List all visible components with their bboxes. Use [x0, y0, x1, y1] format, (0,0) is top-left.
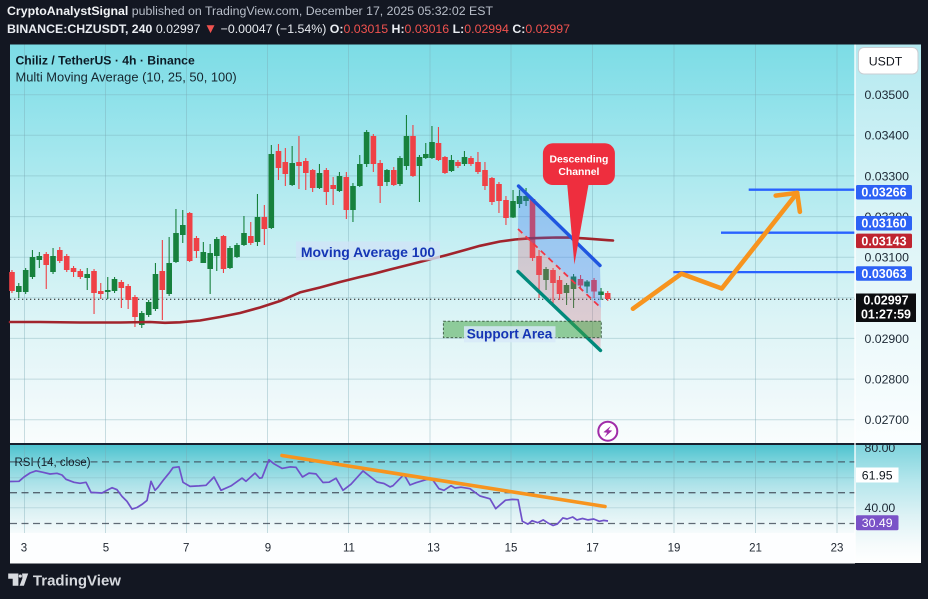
svg-text:CryptoAnalystSignal published: CryptoAnalystSignal published on Trading… [7, 4, 493, 18]
svg-text:0.03266: 0.03266 [861, 186, 906, 200]
svg-text:Descending: Descending [549, 154, 608, 165]
svg-text:0.02800: 0.02800 [865, 373, 910, 387]
svg-text:BINANCE:CHZUSDT, 240 0.02997 ▼: BINANCE:CHZUSDT, 240 0.02997 ▼ −0.00047 … [7, 21, 570, 36]
svg-text:15: 15 [505, 543, 518, 555]
svg-text:0.03100: 0.03100 [865, 251, 910, 265]
svg-text:USDT: USDT [869, 54, 903, 68]
svg-text:17: 17 [586, 543, 599, 555]
svg-text:13: 13 [427, 543, 440, 555]
svg-text:0.02997: 0.02997 [863, 294, 908, 308]
svg-text:0.03300: 0.03300 [865, 169, 910, 183]
svg-text:30.49: 30.49 [862, 516, 893, 530]
svg-text:Chiliz / TetherUS · 4h · Binan: Chiliz / TetherUS · 4h · Binance [16, 54, 195, 68]
svg-text:0.03063: 0.03063 [861, 267, 906, 281]
svg-text:0.03143: 0.03143 [861, 234, 906, 248]
svg-text:Support Area: Support Area [467, 327, 553, 342]
svg-text:19: 19 [668, 543, 681, 555]
svg-text:61.95: 61.95 [862, 468, 893, 482]
svg-text:Multi Moving Average (10, 25,: Multi Moving Average (10, 25, 50, 100) [16, 70, 237, 85]
svg-text:Moving Average 100: Moving Average 100 [301, 244, 436, 260]
svg-text:40.00: 40.00 [865, 501, 896, 515]
svg-text:Channel: Channel [558, 167, 599, 178]
svg-text:0.02900: 0.02900 [865, 332, 910, 346]
svg-text:0.02700: 0.02700 [865, 413, 910, 427]
svg-text:7: 7 [183, 543, 189, 555]
svg-text:3: 3 [21, 543, 27, 555]
svg-text:0.03400: 0.03400 [865, 129, 910, 143]
svg-text:TradingView: TradingView [33, 572, 121, 589]
svg-text:21: 21 [749, 543, 762, 555]
svg-text:0.03500: 0.03500 [865, 88, 910, 102]
svg-text:5: 5 [103, 543, 109, 555]
svg-text:0.03160: 0.03160 [861, 217, 906, 231]
svg-text:23: 23 [831, 543, 844, 555]
svg-text:9: 9 [265, 543, 271, 555]
svg-text:11: 11 [343, 543, 355, 555]
svg-text:RSI (14, close): RSI (14, close) [15, 457, 91, 469]
svg-text:01:27:59: 01:27:59 [861, 307, 911, 321]
svg-text:80.00: 80.00 [865, 441, 896, 455]
